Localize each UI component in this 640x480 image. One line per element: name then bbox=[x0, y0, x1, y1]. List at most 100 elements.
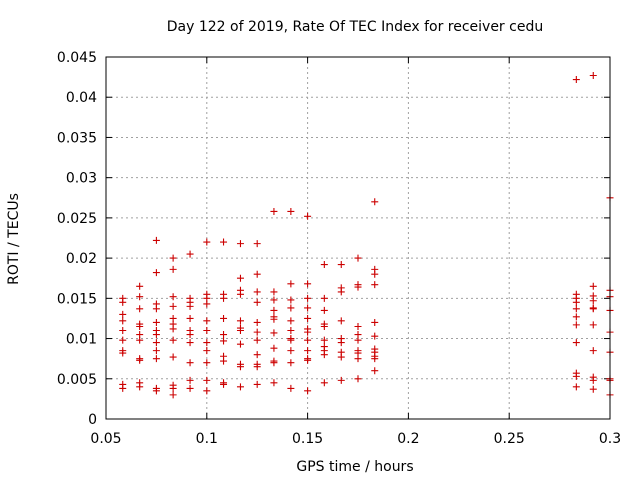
data-point bbox=[320, 322, 328, 330]
data-point bbox=[253, 351, 261, 359]
data-point bbox=[119, 327, 127, 335]
data-point bbox=[304, 314, 312, 322]
data-point bbox=[287, 359, 295, 367]
data-point bbox=[152, 331, 160, 339]
data-point bbox=[589, 72, 597, 80]
data-point bbox=[572, 372, 580, 380]
data-point bbox=[371, 270, 379, 278]
data-point bbox=[203, 376, 211, 384]
data-point bbox=[287, 280, 295, 288]
data-point bbox=[572, 383, 580, 391]
data-point bbox=[304, 280, 312, 288]
x-tick-label: 0.1 bbox=[196, 431, 218, 447]
data-point bbox=[337, 317, 345, 325]
data-point bbox=[253, 363, 261, 371]
data-point bbox=[119, 336, 127, 344]
y-tick-label: 0.02 bbox=[66, 251, 97, 267]
data-point bbox=[572, 313, 580, 321]
x-tick-label: 0.3 bbox=[599, 431, 621, 447]
data-point bbox=[186, 302, 194, 310]
data-point bbox=[320, 294, 328, 302]
data-point bbox=[589, 347, 597, 355]
data-point bbox=[287, 207, 295, 215]
data-point bbox=[253, 298, 261, 306]
plot-frame bbox=[105, 56, 611, 420]
data-point bbox=[169, 353, 177, 361]
data-point bbox=[287, 327, 295, 335]
data-point bbox=[253, 328, 261, 336]
data-point bbox=[572, 305, 580, 313]
data-point bbox=[236, 290, 244, 298]
data-point bbox=[589, 305, 597, 313]
data-point bbox=[304, 328, 312, 336]
y-tick-label: 0.005 bbox=[57, 372, 97, 388]
data-point bbox=[152, 318, 160, 326]
data-point bbox=[354, 355, 362, 363]
data-point bbox=[572, 298, 580, 306]
data-point bbox=[203, 339, 211, 347]
data-point bbox=[320, 336, 328, 344]
data-point bbox=[220, 238, 228, 246]
data-point bbox=[203, 238, 211, 246]
data-point bbox=[236, 340, 244, 348]
data-point bbox=[203, 359, 211, 367]
y-tick-label: 0.045 bbox=[57, 50, 97, 66]
data-point bbox=[589, 297, 597, 305]
data-point bbox=[119, 298, 127, 306]
data-point bbox=[220, 314, 228, 322]
data-point bbox=[136, 336, 144, 344]
y-axis-label: ROTI / TECUs bbox=[6, 193, 22, 285]
data-point bbox=[337, 339, 345, 347]
data-point bbox=[337, 353, 345, 361]
data-point bbox=[270, 329, 278, 337]
data-point bbox=[169, 254, 177, 262]
y-tick-label: 0.035 bbox=[57, 130, 97, 146]
data-point bbox=[304, 336, 312, 344]
data-point bbox=[253, 240, 261, 248]
data-point bbox=[589, 282, 597, 290]
data-point bbox=[572, 339, 580, 347]
data-point bbox=[270, 379, 278, 387]
data-point bbox=[320, 261, 328, 269]
x-tick-label: 0.05 bbox=[90, 431, 121, 447]
data-point bbox=[371, 281, 379, 289]
data-point bbox=[371, 332, 379, 340]
x-tick-label: 0.25 bbox=[494, 431, 525, 447]
data-point bbox=[253, 318, 261, 326]
data-point bbox=[169, 325, 177, 333]
data-point bbox=[253, 336, 261, 344]
data-point bbox=[186, 339, 194, 347]
data-point bbox=[186, 359, 194, 367]
data-point bbox=[270, 315, 278, 323]
data-point bbox=[354, 375, 362, 383]
data-point bbox=[270, 207, 278, 215]
x-axis-label: GPS time / hours bbox=[296, 459, 413, 475]
data-point bbox=[169, 293, 177, 301]
data-point bbox=[236, 240, 244, 248]
data-point bbox=[270, 296, 278, 304]
data-point bbox=[287, 304, 295, 312]
data-point bbox=[320, 306, 328, 314]
data-point bbox=[203, 347, 211, 355]
data-point bbox=[287, 336, 295, 344]
x-tick-label: 0.2 bbox=[397, 431, 419, 447]
data-point bbox=[304, 294, 312, 302]
data-point bbox=[136, 293, 144, 301]
chart-title: Day 122 of 2019, Rate Of TEC Index for r… bbox=[167, 19, 543, 35]
data-point bbox=[287, 347, 295, 355]
data-point bbox=[236, 274, 244, 282]
data-point bbox=[253, 288, 261, 296]
data-point bbox=[337, 261, 345, 269]
data-point bbox=[371, 198, 379, 206]
data-point bbox=[253, 270, 261, 278]
data-point bbox=[119, 349, 127, 357]
data-point bbox=[220, 331, 228, 339]
data-point bbox=[354, 283, 362, 291]
data-point bbox=[236, 383, 244, 391]
y-tick-label: 0.01 bbox=[66, 332, 97, 348]
y-tick-label: 0.03 bbox=[66, 171, 97, 187]
data-point bbox=[304, 304, 312, 312]
data-point bbox=[169, 384, 177, 392]
y-tick-label: 0 bbox=[88, 412, 97, 428]
